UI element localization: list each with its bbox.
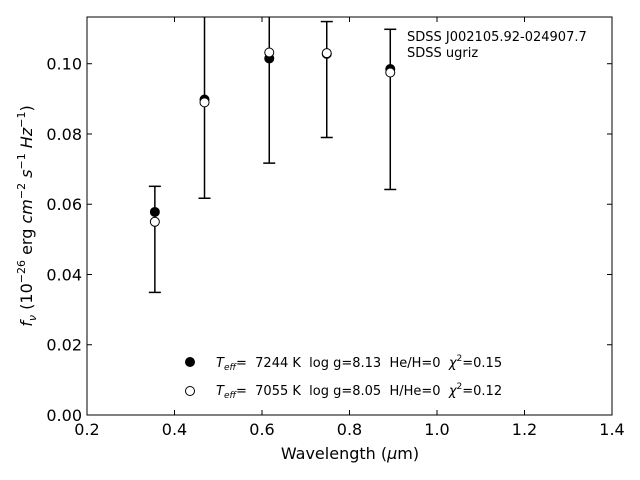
filled-point-1 (149, 206, 160, 217)
legend-1-chi-sup: 2 (457, 354, 463, 364)
x-axis-title-mu: μ (386, 444, 397, 463)
x-tick-label-4: 0.8 (337, 420, 362, 439)
x-tick-label-3: 0.6 (249, 420, 274, 439)
legend-2-chi-sup: 2 (457, 382, 463, 392)
legend-marker-open (185, 386, 195, 396)
plot-area: 0.2 0.4 0.6 0.8 1.0 1.2 1.4 0.00 0.02 0.04 0.06 0.0… (46, 16, 625, 439)
annotation-survey: SDSS ugriz (407, 46, 478, 61)
y-tick-label-3: 0.04 (46, 265, 82, 284)
legend-entry-2: Teff= 7055 K log g=8.05 H/He=0 χ2=0.12 (216, 382, 502, 401)
x-tick-label-5: 1.0 (424, 420, 449, 439)
legend-2-teff-sub: eff (224, 391, 238, 401)
y-axis-exp2: −2 (15, 183, 28, 199)
y-axis-s: s (17, 170, 36, 183)
y-axis-f: f (17, 319, 36, 327)
legend-2-text: = 7055 K log g=8.05 H/He=0 (236, 384, 449, 399)
x-tick-label-6: 1.2 (512, 420, 537, 439)
open-point-1 (149, 216, 160, 227)
y-tick-label-6: 0.10 (46, 55, 82, 74)
y-tick-label-4: 0.06 (46, 195, 82, 214)
legend-1-teff: T (216, 356, 225, 371)
x-axis-title-main: Wavelength ( (281, 444, 387, 463)
x-axis-title-unit: m) (397, 444, 419, 463)
legend-1-chi-val: =0.15 (462, 356, 502, 371)
legend-1-teff-sub: eff (224, 363, 238, 373)
y-axis-exp3: −1 (15, 153, 28, 169)
y-axis-erg: erg (17, 224, 36, 260)
open-point-3 (264, 47, 275, 58)
annotation-object-name: SDSS J002105.92-024907.7 (407, 30, 587, 45)
y-tick-label-5: 0.08 (46, 125, 82, 144)
legend-2-chi: χ (448, 384, 458, 399)
legend-entry-1: Teff= 7244 K log g=8.13 He/H=0 χ2=0.15 (216, 354, 502, 373)
open-point-4 (321, 48, 332, 59)
y-axis-cm: cm (17, 199, 36, 223)
legend: Teff= 7244 K log g=8.13 He/H=0 χ2=0.15 T… (185, 354, 502, 401)
legend-2-teff: T (216, 384, 225, 399)
y-axis-close: ) (17, 105, 36, 111)
y-axis-title: fν (10−26 erg cm−2 s−1 Hz−1) (15, 105, 39, 326)
y-axis-exp1: −26 (15, 260, 28, 283)
x-tick-label-7: 1.4 (599, 420, 624, 439)
y-tick-label-1: 0.00 (46, 406, 82, 425)
y-axis-open: (10 (17, 283, 36, 315)
x-tick-label-1: 0.2 (74, 420, 99, 439)
legend-2-chi-val: =0.12 (462, 384, 502, 399)
y-tick-label-2: 0.02 (46, 336, 82, 355)
legend-marker-filled (185, 357, 195, 367)
y-axis-exp4: −1 (15, 112, 28, 128)
open-point-5 (385, 67, 396, 78)
legend-1-chi: χ (448, 356, 458, 371)
open-point-2 (199, 97, 210, 108)
x-tick-label-2: 0.4 (162, 420, 187, 439)
x-axis-title: Wavelength (μm) (281, 444, 419, 463)
legend-1-text: = 7244 K log g=8.13 He/H=0 (236, 356, 449, 371)
y-axis-hz: Hz (17, 127, 36, 153)
y-axis-f-sub: ν (26, 315, 39, 321)
